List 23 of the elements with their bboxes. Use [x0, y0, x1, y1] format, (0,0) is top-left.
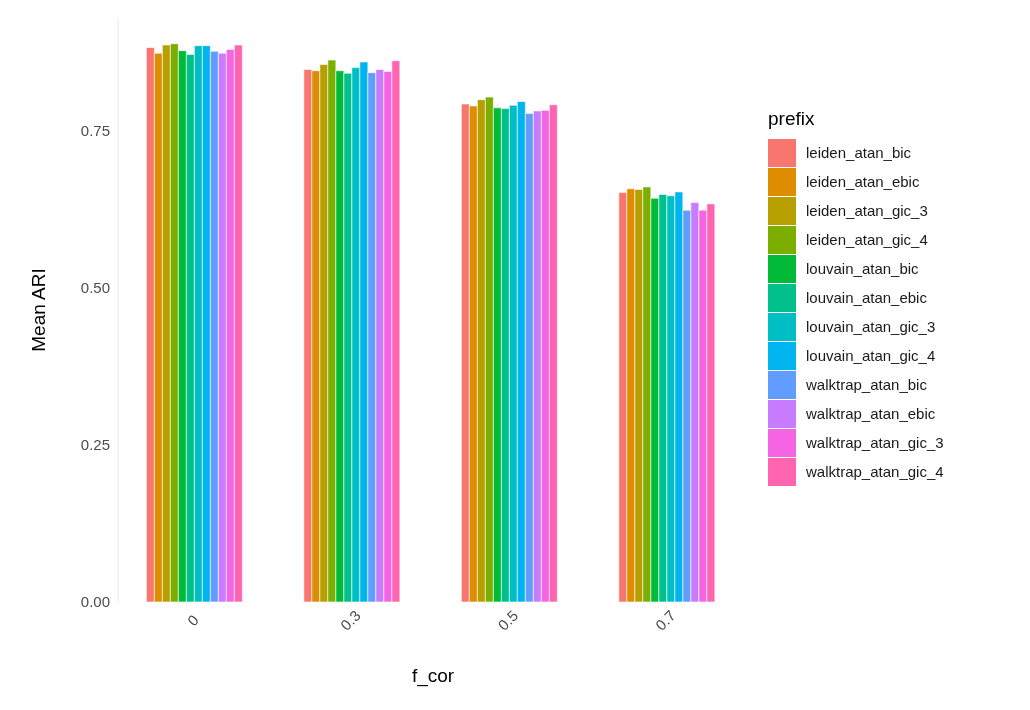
x-tick-label: 0.3 [336, 606, 364, 634]
legend-label: walktrap_atan_ebic [806, 405, 936, 422]
x-tick-label: 0 [183, 611, 202, 630]
legend-label: walktrap_atan_bic [806, 376, 927, 393]
legend-label: leiden_atan_ebic [806, 173, 920, 190]
x-tick-label: 0.7 [651, 606, 679, 634]
legend-label: leiden_atan_bic [806, 144, 912, 161]
x-tick-label: 0.5 [494, 606, 522, 634]
legend-label: louvain_atan_ebic [806, 289, 927, 306]
legend-label: louvain_atan_bic [806, 260, 919, 277]
legend-label: louvain_atan_gic_3 [806, 318, 936, 335]
legend-label: leiden_atan_gic_3 [806, 202, 928, 219]
y-axis-title: Mean ARI [27, 268, 49, 352]
legend-label: walktrap_atan_gic_3 [806, 434, 944, 451]
y-tick-label: 0.75 [80, 122, 110, 140]
y-tick-label: 0.00 [80, 593, 110, 611]
x-axis-title: f_cor [411, 665, 455, 687]
legend-label: louvain_atan_gic_4 [806, 347, 936, 364]
legend-title: prefix [768, 108, 816, 130]
y-tick-label: 0.50 [80, 279, 110, 297]
legend-label: leiden_atan_gic_4 [806, 231, 928, 248]
y-tick-label: 0.25 [80, 436, 110, 454]
legend-label: walktrap_atan_gic_4 [806, 463, 944, 480]
